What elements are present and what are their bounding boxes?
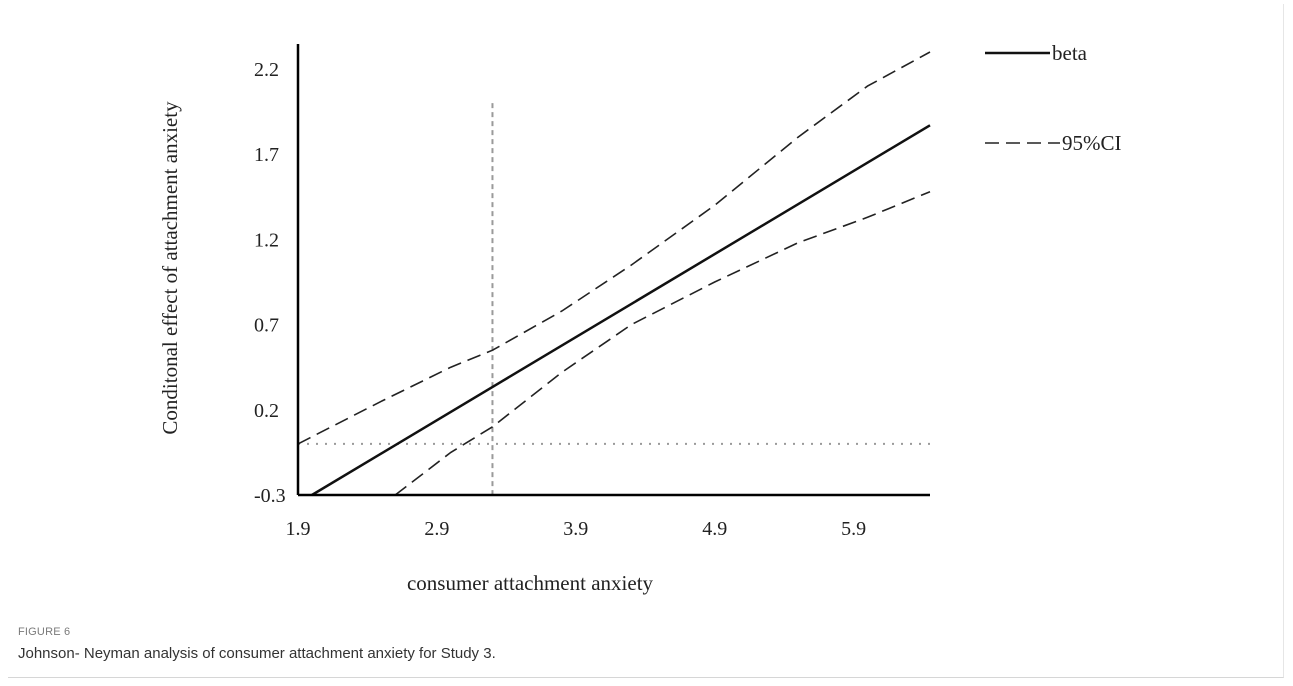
ci-upper-line <box>297 51 931 445</box>
figure-label: FIGURE 6 <box>18 626 71 638</box>
beta-line <box>311 124 931 497</box>
y-tick-label: 1.7 <box>254 144 279 166</box>
y-tick-label: 1.2 <box>254 229 279 251</box>
y-axis-label: Conditonal effect of attachment anxiety <box>158 101 182 435</box>
x-axis-label: consumer attachment anxiety <box>407 571 654 595</box>
y-tick-label: 0.7 <box>254 315 279 337</box>
ci-lower-line <box>394 190 931 496</box>
legend-beta-label: beta <box>1052 41 1088 65</box>
x-tick-label: 2.9 <box>424 518 449 540</box>
figure-frame <box>8 4 1284 678</box>
legend: beta 95%CI <box>985 41 1122 155</box>
y-tick-label: 2.2 <box>254 59 279 81</box>
legend-ci-label: 95%CI <box>1062 131 1122 155</box>
x-tick-label: 1.9 <box>286 518 311 540</box>
figure-caption: Johnson- Neyman analysis of consumer att… <box>18 645 496 662</box>
johnson-neyman-chart: 1.9 2.9 3.9 4.9 5.9 2.2 1.7 1.2 0.7 0.2 -0.3 cons… <box>158 41 1122 595</box>
y-tick-label: 0.2 <box>254 400 279 422</box>
x-tick-label: 3.9 <box>563 518 588 540</box>
x-tick-label: 4.9 <box>702 518 727 540</box>
y-tick-label: -0.3 <box>254 485 286 507</box>
x-tick-label: 5.9 <box>841 518 866 540</box>
